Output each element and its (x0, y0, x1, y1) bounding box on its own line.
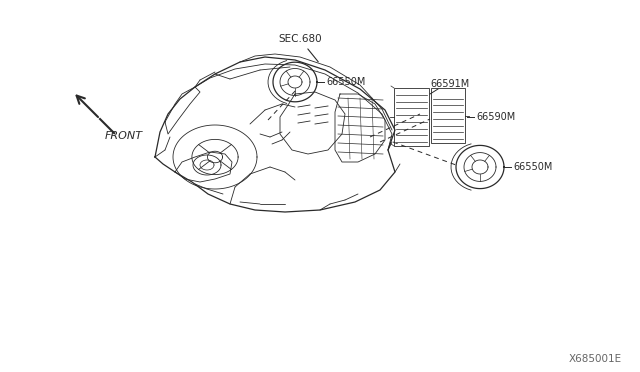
Bar (394, 88, 429, 146)
Bar (431, 88, 465, 143)
Text: 66550M: 66550M (326, 77, 365, 87)
Text: 66591M: 66591M (430, 79, 469, 89)
Text: X685001E: X685001E (569, 354, 622, 364)
Text: FRONT: FRONT (105, 131, 143, 141)
Text: 66590M: 66590M (476, 112, 515, 122)
Text: 66550M: 66550M (513, 162, 552, 172)
Text: SEC.680: SEC.680 (278, 34, 322, 62)
